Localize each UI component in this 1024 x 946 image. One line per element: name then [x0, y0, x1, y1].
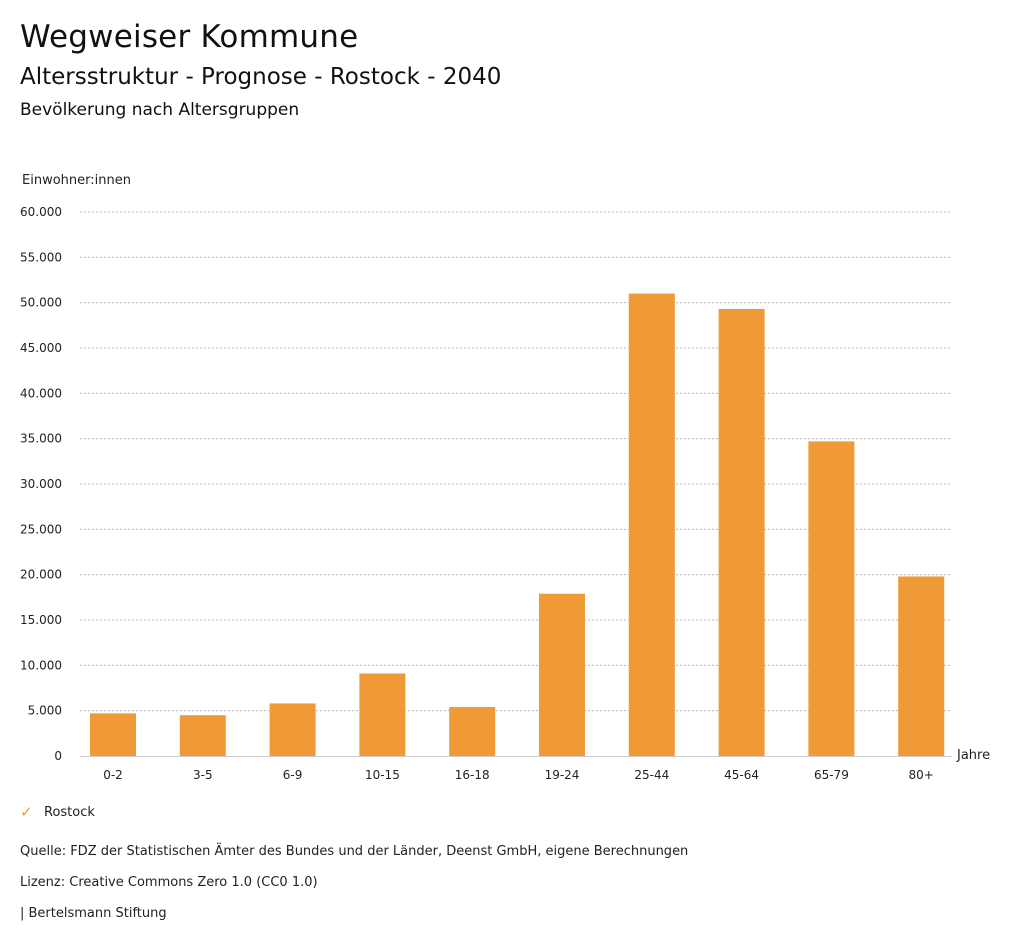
license-note: Lizenz: Creative Commons Zero 1.0 (CC0 1…: [20, 875, 318, 890]
x-tick-label: 25-44: [634, 768, 669, 782]
y-tick-labels: 0 5.000 10.000 15.000 20.000 25.000 30.000 35.0…: [20, 205, 62, 763]
bar-16-18[interactable]: [449, 707, 496, 756]
bar-chart: Einwohner:innen 0 5.000 10.000 15.000 20.000…: [20, 173, 990, 782]
bar-19-24[interactable]: [539, 593, 585, 756]
x-tick-label: 3-5: [193, 768, 213, 782]
x-tick-label: 16-18: [455, 768, 490, 782]
y-tick-label: 55.000: [20, 250, 62, 264]
x-tick-label: 10-15: [365, 768, 400, 782]
publisher-note: | Bertelsmann Stiftung: [20, 906, 167, 921]
x-tick-label: 80+: [909, 768, 934, 782]
bars: [90, 293, 945, 756]
bar-80+[interactable]: [898, 576, 945, 756]
y-tick-label: 5.000: [28, 704, 62, 718]
bar-45-64[interactable]: [718, 309, 765, 756]
legend-item-rostock[interactable]: ✓ Rostock: [20, 803, 95, 821]
x-tick-label: 6-9: [283, 768, 303, 782]
y-tick-label: 40.000: [20, 386, 62, 400]
check-icon: ✓: [20, 803, 33, 821]
grid-lines: [80, 211, 952, 757]
y-tick-label: 50.000: [20, 296, 62, 310]
x-tick-label: 0-2: [103, 768, 123, 782]
x-tick-label: 45-64: [724, 768, 759, 782]
chart-header: Wegweiser Kommune Altersstruktur - Progn…: [20, 18, 501, 122]
y-tick-label: 20.000: [20, 568, 62, 582]
x-tick-label: 19-24: [545, 768, 580, 782]
bar-10-15[interactable]: [359, 673, 406, 756]
bar-0-2[interactable]: [90, 713, 136, 756]
bar-25-44[interactable]: [628, 293, 675, 756]
x-tick-labels: 0-2 3-5 6-9 10-15 16-18 19-24 25-44 45-64 65-79 8…: [103, 768, 934, 782]
chart-footer: Quelle: FDZ der Statistischen Ämter des …: [20, 843, 688, 936]
y-tick-label: 0: [54, 749, 62, 763]
y-axis-label: Einwohner:innen: [22, 173, 131, 188]
x-axis-label: Jahre: [956, 748, 990, 763]
y-tick-label: 60.000: [20, 205, 62, 219]
x-tick-label: 65-79: [814, 768, 849, 782]
brand-title: Wegweiser Kommune: [20, 19, 359, 55]
y-tick-label: 30.000: [20, 477, 62, 491]
chart-subtitle: Bevölkerung nach Altersgruppen: [20, 100, 300, 120]
y-tick-label: 10.000: [20, 658, 62, 672]
chart-title: Altersstruktur - Prognose - Rostock - 20…: [20, 64, 502, 90]
bar-3-5[interactable]: [179, 715, 226, 756]
source-note: Quelle: FDZ der Statistischen Ämter des …: [20, 844, 689, 859]
legend-label: Rostock: [44, 804, 95, 820]
y-tick-label: 45.000: [20, 341, 62, 355]
y-tick-label: 35.000: [20, 432, 62, 446]
bar-65-79[interactable]: [808, 441, 855, 756]
bar-6-9[interactable]: [269, 703, 316, 756]
y-tick-label: 15.000: [20, 613, 62, 627]
y-tick-label: 25.000: [20, 522, 62, 536]
